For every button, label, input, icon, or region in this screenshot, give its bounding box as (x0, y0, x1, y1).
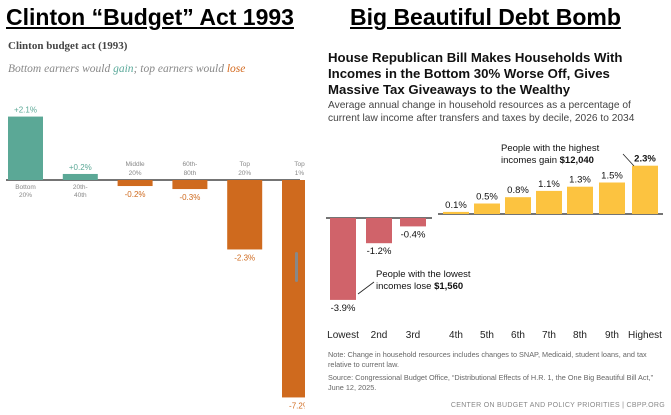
lowest-callout-connector (357, 281, 375, 295)
cbpp-source: Source: Congressional Budget Office, “Di… (328, 373, 654, 392)
cbpp-value-label: 0.1% (445, 200, 467, 211)
cbpp-chart-heading: House Republican Bill Makes Households W… (328, 50, 623, 97)
clinton-category-label: Bottom (15, 184, 36, 191)
cbpp-chart-notes: Note: Change in household resources incl… (328, 350, 663, 396)
clinton-chart-subtitle: Bottom earners would gain; top earners w… (8, 63, 245, 75)
cbpp-category-label: 9th (605, 330, 619, 341)
cbpp-value-label: -1.2% (367, 246, 392, 257)
cbpp-value-label: -0.4% (401, 229, 426, 240)
subtitle-text-1: Bottom earners would (8, 63, 114, 75)
clinton-value-label: +2.1% (14, 106, 37, 115)
cbpp-bar (536, 190, 562, 214)
cbpp-value-label: 0.8% (507, 185, 529, 196)
clinton-bar (282, 180, 305, 398)
clinton-category-label: 20% (19, 192, 32, 199)
subtitle-text-2: ; top earners would (133, 63, 227, 75)
cbpp-value-label: -3.9% (331, 303, 356, 314)
clinton-category-label: Middle (126, 161, 146, 168)
cbpp-category-label: 7th (542, 330, 556, 341)
clinton-category-label: 60th- (182, 161, 197, 168)
cbpp-category-label: 4th (449, 330, 463, 341)
cbpp-value-label: 1.3% (569, 175, 591, 186)
cbpp-chart-subheading: Average annual change in household resou… (328, 100, 635, 124)
cbpp-note: Note: Change in household resources incl… (328, 350, 647, 369)
callout-high-prefix: incomes gain (501, 154, 560, 166)
clinton-category-label: Top (239, 161, 250, 168)
highest-income-callout: People with the highest incomes gain $12… (501, 143, 599, 166)
scrollbar-thumb[interactable] (295, 252, 298, 282)
right-panel-title: Big Beautiful Debt Bomb (350, 4, 621, 30)
cbpp-bar (366, 218, 392, 244)
cbpp-value-label: 1.1% (538, 179, 560, 190)
clinton-bar (172, 180, 208, 190)
callout-high-line2: incomes gain $12,040 (501, 155, 599, 167)
cbpp-bar (474, 203, 500, 214)
callout-low-line1: People with the lowest (376, 269, 471, 280)
lowest-income-callout: People with the lowest incomes lose $1,5… (376, 269, 471, 292)
clinton-value-label: -0.3% (179, 193, 200, 202)
subtitle-gain: gain (113, 63, 134, 75)
cbpp-bar (443, 211, 469, 214)
subtitle-lose: lose (226, 63, 246, 75)
cbpp-bar (330, 218, 356, 300)
cbpp-bar (505, 197, 531, 214)
cbpp-category-label: 5th (480, 330, 494, 341)
cbpp-chart-panel: House Republican Bill Makes Households W… (318, 42, 671, 415)
cbpp-value-label: 0.5% (476, 192, 498, 203)
clinton-value-label: +0.2% (69, 163, 92, 172)
cbpp-category-label: 3rd (406, 330, 420, 341)
clinton-bar (117, 180, 153, 187)
callout-low-line2: incomes lose $1,560 (376, 281, 471, 293)
highest-callout-connector (622, 153, 635, 167)
cbpp-bar (599, 182, 625, 214)
clinton-category-label: 20th- (73, 184, 88, 191)
callout-low-prefix: incomes lose (376, 280, 435, 292)
clinton-category-label: 1% (295, 170, 305, 177)
cbpp-category-label: 8th (573, 330, 587, 341)
clinton-category-label: 20% (238, 170, 251, 177)
clinton-bar (227, 180, 263, 250)
clinton-value-label: -0.2% (125, 190, 146, 199)
cbpp-bar (400, 218, 426, 227)
callout-high-line1: People with the highest (501, 143, 600, 154)
clinton-chart-heading: Clinton budget act (1993) (8, 40, 128, 52)
cbpp-bar (632, 165, 658, 214)
cbpp-bar (567, 186, 593, 214)
cbpp-bar-chart: -3.9% Lowest -1.2% 2nd -0.4% 3rd 0.1% 4th 0.5% 5t… (326, 153, 663, 341)
clinton-bar (62, 173, 98, 180)
clinton-category-label: 40th (74, 192, 87, 199)
clinton-category-label: 80th (184, 170, 197, 177)
cbpp-value-label: 1.5% (601, 171, 623, 182)
left-panel-title: Clinton “Budget” Act 1993 (6, 4, 294, 30)
cbpp-value-label: 2.3% (634, 154, 656, 165)
clinton-category-label: 20% (129, 170, 142, 177)
clinton-bar (8, 116, 43, 180)
callout-high-amount: $12,040 (559, 154, 594, 166)
cbpp-footer: CENTER ON BUDGET AND POLICY PRIORITIES |… (450, 402, 665, 409)
clinton-value-label: -7.2% (289, 401, 305, 410)
cbpp-category-label: Highest (628, 330, 662, 341)
clinton-chart-panel: Clinton budget act (1993) Bottom earners… (0, 32, 305, 415)
cbpp-category-label: Lowest (327, 330, 359, 341)
clinton-value-label: -2.3% (234, 253, 255, 262)
callout-low-amount: $1,560 (434, 280, 464, 292)
cbpp-category-label: 2nd (371, 330, 388, 341)
clinton-category-label: Top (294, 161, 305, 168)
cbpp-category-label: 6th (511, 330, 525, 341)
